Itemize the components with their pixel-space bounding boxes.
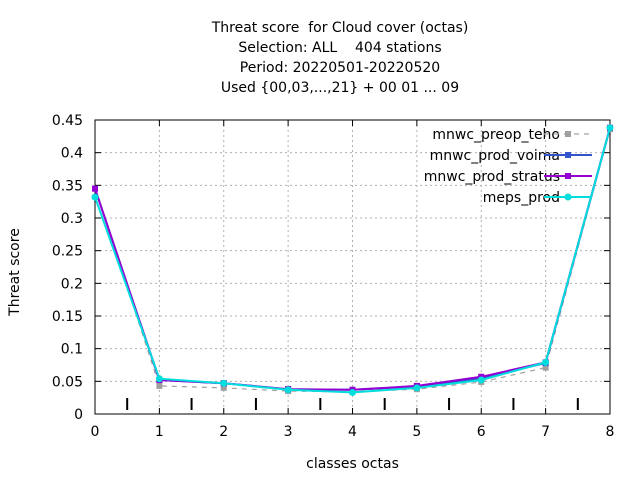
y-axis-label: Threat score [7,228,23,316]
x-tick-label: 7 [541,424,550,440]
title-line-1: Threat score for Cloud cover (octas) [211,20,469,36]
title-line-3: Period: 20220501-20220520 [239,60,441,76]
series-point-mnwc_prod_stratus [92,185,98,192]
title-line-4: Used {00,03,...,21} + 00 01 ... 09 [220,80,460,96]
series-point-meps_prod [413,384,421,392]
y-tick-label: 0.4 [61,146,83,162]
y-tick-label: 0.2 [61,276,83,292]
y-tick-label: 0.25 [52,244,83,260]
y-tick-label: 0.05 [52,374,83,390]
x-tick-label: 5 [412,424,421,440]
x-tick-label: 3 [284,424,293,440]
y-tick-label: 0.15 [52,309,83,325]
series-point-meps_prod [542,358,550,366]
legend-marker-mnwc_prod_stratus [565,173,571,179]
y-tick-label: 0.45 [52,113,83,129]
x-tick-label: 4 [348,424,357,440]
legend-label-mnwc_prod_voima: mnwc_prod_voima [430,148,560,164]
x-axis-label: classes octas [306,456,399,472]
x-tick-label: 1 [155,424,164,440]
x-tick-label: 8 [606,424,615,440]
series-point-meps_prod [477,376,485,384]
legend-marker-mnwc_prod_voima [565,152,571,158]
legend-marker-meps_prod [564,193,572,201]
title-line-2: Selection: ALL 404 stations [238,40,442,56]
y-tick-label: 0 [74,407,83,423]
x-tick-label: 0 [91,424,100,440]
x-tick-label: 6 [477,424,486,440]
series-point-mnwc_preop_teho [156,382,163,389]
series-point-mnwc_preop_teho [542,364,549,371]
series-point-meps_prod [155,375,163,383]
legend-label-mnwc_preop_teho: mnwc_preop_teho [432,127,560,143]
y-tick-label: 0.1 [61,342,83,358]
legend-marker-mnwc_preop_teho [565,131,571,137]
x-tick-label: 2 [219,424,228,440]
series-point-meps_prod [606,124,614,132]
y-tick-label: 0.35 [52,178,83,194]
legend-label-meps_prod: meps_prod [483,190,560,206]
legend-label-mnwc_prod_stratus: mnwc_prod_stratus [424,169,560,185]
series-point-mnwc_preop_teho [220,384,227,391]
series-point-meps_prod [91,193,99,201]
series-point-meps_prod [220,379,228,387]
chart-title: Threat score for Cloud cover (octas) Sel… [0,18,640,98]
y-tick-label: 0.3 [61,211,83,227]
series-point-meps_prod [284,386,292,394]
series-point-meps_prod [349,388,356,396]
